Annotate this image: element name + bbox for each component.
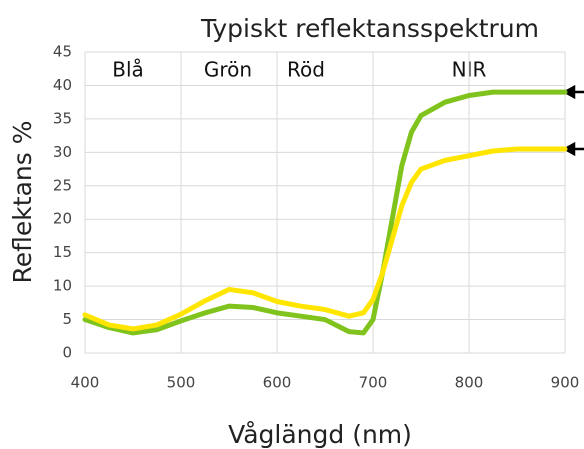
annotation: Grön xyxy=(204,58,252,82)
y-tick-label: 15 xyxy=(53,243,72,261)
y-tick-label: 5 xyxy=(62,310,72,328)
y-tick-label: 10 xyxy=(53,277,72,295)
x-tick-label: 600 xyxy=(263,374,292,392)
annotation: Röd xyxy=(287,58,325,82)
x-tick-label: 400 xyxy=(71,374,100,392)
line xyxy=(82,146,568,332)
y-tick-label: 35 xyxy=(53,109,72,127)
annotation: Blå xyxy=(112,58,144,82)
x-tick-label: 800 xyxy=(455,374,484,392)
y-tick-label: 0 xyxy=(62,344,72,362)
y-tick-label: 40 xyxy=(53,76,72,94)
x-tick-label: 700 xyxy=(359,374,388,392)
x-axis-label: Våglängd (nm) xyxy=(228,420,412,449)
arrow xyxy=(562,84,584,100)
y-tick-label: 45 xyxy=(53,43,72,61)
y-tick-label: 30 xyxy=(53,143,72,161)
arrow xyxy=(562,141,584,157)
y-tick-label: 20 xyxy=(53,210,72,228)
x-tick-label: 500 xyxy=(167,374,196,392)
y-tick-label: 25 xyxy=(53,176,72,194)
y-axis-label: Reflektans % xyxy=(8,121,37,284)
chart-title: Typiskt reflektansspektrum xyxy=(200,14,539,43)
line xyxy=(82,89,568,336)
x-tick-label: 900 xyxy=(551,374,580,392)
